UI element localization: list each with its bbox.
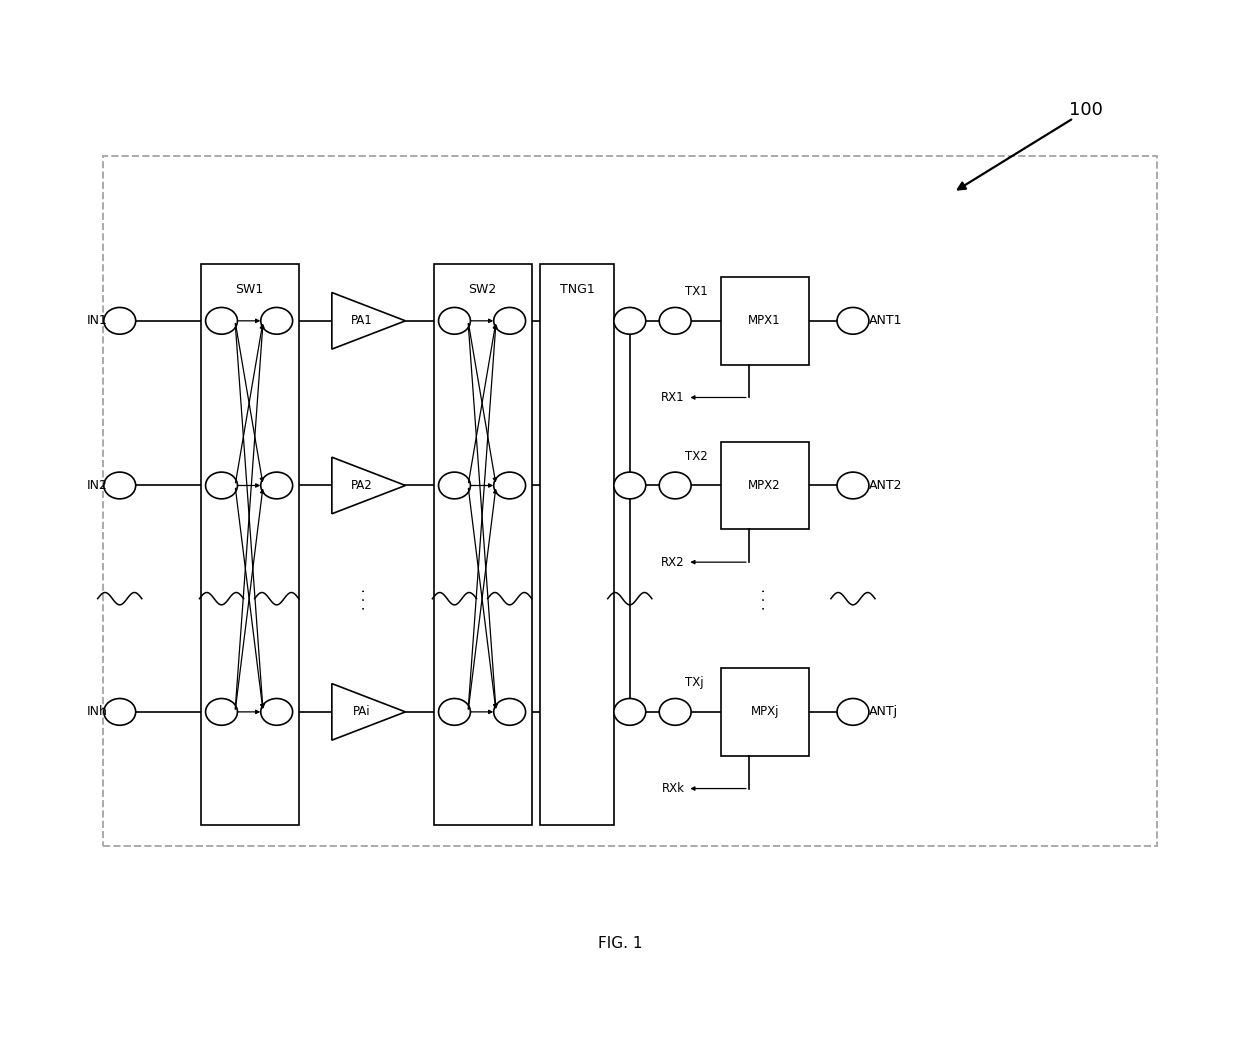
Bar	[720, 669, 808, 755]
Text: RX2: RX2	[661, 556, 684, 568]
Circle shape	[660, 308, 691, 334]
Text: IN2: IN2	[87, 479, 108, 492]
Polygon shape	[332, 457, 405, 514]
Circle shape	[494, 472, 526, 499]
Text: RX1: RX1	[661, 391, 684, 404]
Circle shape	[614, 308, 646, 334]
Circle shape	[104, 699, 135, 725]
Text: 100: 100	[1069, 101, 1102, 119]
Circle shape	[494, 699, 526, 725]
Circle shape	[494, 308, 526, 334]
Bar	[720, 442, 808, 529]
Text: · · ·: · · ·	[358, 588, 372, 609]
Text: MPX1: MPX1	[749, 314, 781, 328]
Circle shape	[439, 472, 470, 499]
Circle shape	[837, 472, 869, 499]
Circle shape	[260, 308, 293, 334]
Text: SW2: SW2	[469, 283, 497, 296]
Circle shape	[260, 699, 293, 725]
Text: TXj: TXj	[684, 676, 703, 689]
Text: ANTj: ANTj	[869, 705, 898, 719]
Text: TNG1: TNG1	[559, 283, 594, 296]
Text: INh: INh	[87, 705, 108, 719]
Polygon shape	[332, 683, 405, 741]
Text: ANT2: ANT2	[869, 479, 903, 492]
Circle shape	[837, 699, 869, 725]
Circle shape	[104, 308, 135, 334]
Circle shape	[660, 472, 691, 499]
Circle shape	[439, 308, 470, 334]
Text: IN1: IN1	[87, 314, 108, 328]
Text: TX1: TX1	[684, 285, 708, 298]
Circle shape	[206, 308, 237, 334]
Text: PA1: PA1	[351, 314, 372, 328]
Text: SW1: SW1	[236, 283, 264, 296]
Text: · · ·: · · ·	[758, 588, 771, 609]
Bar	[541, 264, 614, 825]
Circle shape	[104, 472, 135, 499]
Text: ANT1: ANT1	[869, 314, 903, 328]
Circle shape	[614, 472, 646, 499]
Text: PAi: PAi	[352, 705, 370, 719]
Circle shape	[260, 472, 293, 499]
Text: PA2: PA2	[351, 479, 372, 492]
Circle shape	[837, 308, 869, 334]
Bar	[103, 156, 1157, 846]
Text: FIG. 1: FIG. 1	[598, 936, 642, 951]
Bar	[201, 264, 299, 825]
Bar	[434, 264, 532, 825]
Bar	[720, 277, 808, 365]
Text: TX2: TX2	[684, 450, 708, 463]
Circle shape	[206, 472, 237, 499]
Circle shape	[614, 699, 646, 725]
Circle shape	[439, 699, 470, 725]
Text: MPXj: MPXj	[750, 705, 779, 719]
Text: MPX2: MPX2	[749, 479, 781, 492]
Circle shape	[206, 699, 237, 725]
Polygon shape	[332, 292, 405, 349]
Text: RXk: RXk	[662, 782, 684, 795]
Circle shape	[660, 699, 691, 725]
